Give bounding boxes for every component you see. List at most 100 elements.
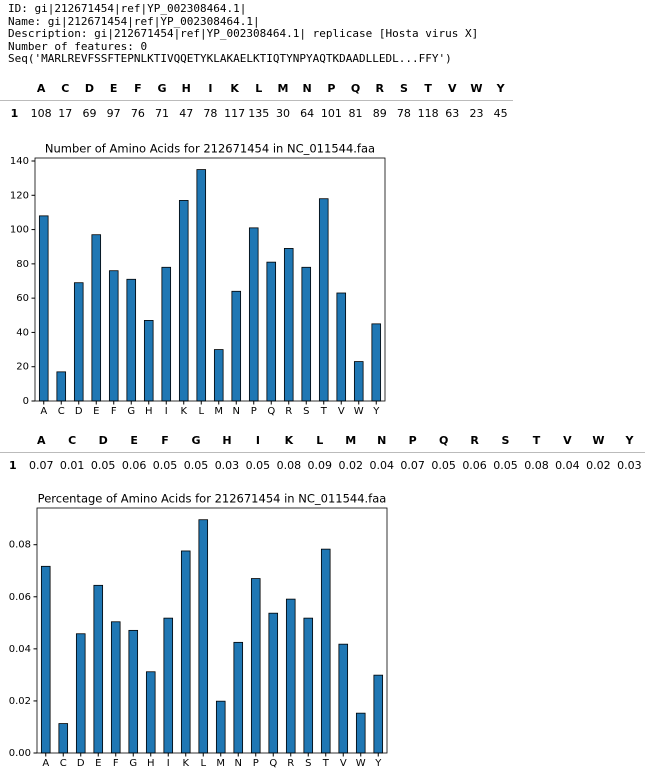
x-tick-label: S	[305, 758, 311, 769]
x-tick-label: R	[287, 758, 294, 769]
column-header: R	[459, 428, 491, 453]
x-tick-label: Q	[269, 758, 277, 769]
table-body: 1 0.07 0.01 0.05 0.06 0.05 0.05 0.03 0.05 0.08 0.0…	[0, 453, 645, 478]
column-header: P	[319, 76, 344, 101]
chart: Number of Amino Acids for 212671454 in N…	[10, 142, 386, 417]
column-header: S	[490, 428, 521, 453]
y-tick-label: 100	[10, 225, 29, 236]
bar	[373, 674, 384, 754]
cell: 0.05	[245, 458, 271, 472]
x-tick-label: G	[129, 758, 137, 769]
column-header: D	[87, 428, 119, 453]
output-line: Name: gi|212671454|ref|YP_002308464.1|	[8, 14, 260, 28]
bar	[40, 565, 51, 754]
percent-table: A C D E F G H I K L M N P Q R S T V W Y 1 0.07 0.01 0.05 0.06 0.0…	[0, 428, 645, 477]
x-tick-label: W	[354, 406, 364, 417]
column-header: E	[118, 428, 150, 453]
cell: 47	[179, 106, 194, 120]
cell: 63	[445, 106, 460, 120]
output-line: ID: gi|212671454|ref|YP_002308464.1|	[8, 2, 247, 15]
table-row: 1 0.07 0.01 0.05 0.06 0.05 0.05 0.03 0.05 0.08 0.0…	[0, 453, 645, 478]
x-tick-label: S	[303, 406, 309, 417]
x-tick-label: I	[167, 758, 170, 769]
x-tick-label: K	[182, 758, 189, 769]
column-header: V	[440, 76, 465, 101]
x-tick-label: D	[77, 758, 85, 769]
cell: 97	[106, 106, 121, 120]
bar	[58, 723, 69, 754]
cell: 0.04	[555, 458, 580, 472]
cell: 0.01	[59, 458, 85, 472]
cell: 17	[58, 106, 73, 120]
bar	[128, 629, 139, 754]
corner	[0, 76, 29, 101]
x-tick-label: H	[145, 406, 153, 417]
cell: 0.09	[307, 458, 333, 472]
column-header: I	[198, 76, 223, 101]
cell: 0.03	[214, 458, 240, 472]
x-tick-label: E	[93, 406, 99, 417]
row-index: 1	[9, 458, 17, 472]
cell: 45	[493, 106, 508, 120]
y-tick-label: 0.02	[9, 696, 31, 707]
row-index: 1	[10, 106, 19, 120]
plot-frame	[36, 507, 388, 754]
column-header: Y	[613, 428, 645, 453]
bar	[320, 548, 331, 754]
bar	[38, 215, 49, 402]
output-line: Number of features: 0	[8, 39, 148, 53]
x-tick-label: M	[216, 758, 225, 769]
x-tick-label: R	[285, 406, 292, 417]
column-header: G	[180, 428, 212, 453]
x-tick-label: A	[42, 758, 49, 769]
x-tick-label: I	[165, 406, 168, 417]
x-tick-label: V	[338, 406, 345, 417]
column-header: C	[56, 428, 88, 453]
column-header: C	[53, 76, 78, 101]
column-header: N	[295, 76, 320, 101]
column-header: N	[366, 428, 398, 453]
x-tick-label: M	[214, 406, 223, 417]
cell: 0.04	[369, 458, 394, 472]
bar	[75, 633, 86, 754]
bar	[250, 578, 261, 754]
bar	[233, 641, 244, 754]
column-header: K	[273, 428, 305, 453]
x-tick-label: C	[60, 758, 67, 769]
x-tick-label: Y	[372, 406, 380, 417]
cell: 76	[130, 106, 145, 120]
x-tick-label: T	[320, 406, 328, 417]
cell: 78	[203, 106, 218, 120]
table-body: 1 108 17 69 97 76 71 47 78 117 135 30 64 101 81 89 78 118…	[0, 101, 513, 126]
column-header: H	[211, 428, 243, 453]
cell: 0.02	[586, 458, 611, 472]
x-tick-label: A	[40, 406, 47, 417]
cell: 0.05	[183, 458, 209, 472]
bar	[145, 671, 156, 754]
column-header: Q	[343, 76, 368, 101]
y-tick-label: 120	[10, 190, 29, 201]
x-tick-label: N	[233, 406, 240, 417]
y-tick-label: 0.00	[9, 748, 31, 759]
column-header: G	[149, 76, 175, 101]
x-tick-label: D	[75, 406, 83, 417]
y-tick-label: 20	[16, 362, 29, 373]
cell: 89	[372, 106, 387, 120]
column-header: A	[25, 428, 57, 453]
y-tick-label: 0	[23, 396, 29, 407]
bar	[248, 227, 259, 402]
cell: 81	[348, 106, 363, 120]
cell: 0.05	[431, 458, 456, 472]
column-header: R	[367, 76, 392, 101]
column-header: H	[174, 76, 199, 101]
x-tick-label: C	[58, 406, 65, 417]
bar	[355, 712, 366, 754]
cell: 118	[417, 106, 439, 120]
column-header: W	[582, 428, 614, 453]
y-tick-label: 140	[10, 156, 29, 167]
column-header: L	[246, 76, 271, 101]
cell: 108	[30, 106, 52, 120]
bar	[285, 598, 296, 754]
